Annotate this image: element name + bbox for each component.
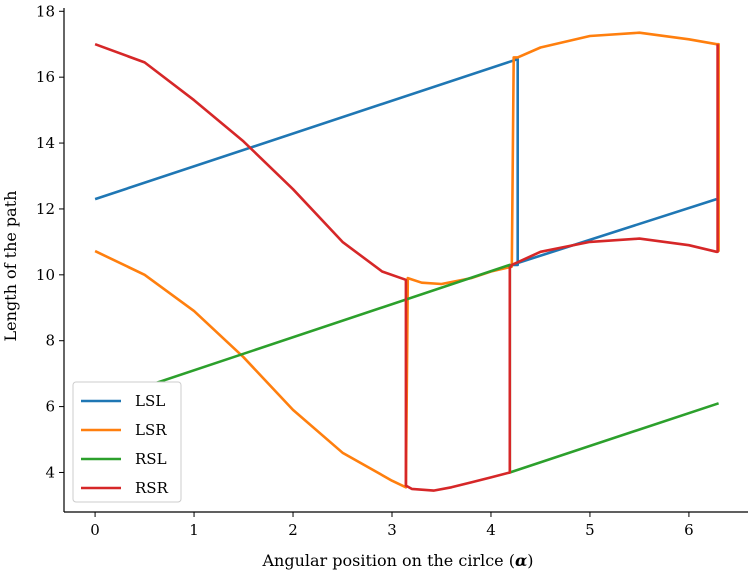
x-ticks: 0 1 2 3 4 5 6	[90, 512, 694, 539]
legend-label: LSL	[135, 392, 165, 410]
y-tick-label: 18	[36, 2, 55, 20]
y-tick-label: 4	[45, 463, 55, 481]
y-ticks: 4 6 8 10 12 14 16 18	[36, 2, 64, 481]
y-tick-label: 16	[36, 68, 55, 86]
x-tick-label: 6	[684, 521, 694, 539]
y-tick-label: 14	[36, 134, 55, 152]
legend-item-lsr: LSR	[81, 421, 167, 439]
legend-frame	[72, 381, 182, 503]
y-tick-label: 10	[36, 266, 55, 284]
x-tick-label: 2	[288, 521, 298, 539]
x-axis-label: Angular position on the cirlce (α)	[261, 551, 533, 570]
x-axis-label-close: )	[527, 551, 533, 570]
x-tick-label: 1	[189, 521, 199, 539]
legend-label: RSL	[135, 450, 167, 468]
x-tick-label: 5	[585, 521, 595, 539]
legend: LSL LSR RSL RSR	[72, 381, 182, 503]
legend-item-lsl: LSL	[81, 392, 165, 410]
y-tick-label: 8	[45, 332, 55, 350]
x-tick-label: 0	[90, 521, 100, 539]
y-tick-label: 6	[45, 398, 55, 416]
y-axis-label: Length of the path	[1, 191, 20, 342]
legend-item-rsr: RSR	[81, 479, 169, 497]
series-line-rsr	[94, 42, 719, 492]
x-tick-label: 4	[486, 521, 496, 539]
series-line-lsl	[94, 57, 717, 267]
series-lines	[94, 31, 720, 492]
y-tick-label: 12	[36, 200, 55, 218]
legend-label: RSR	[135, 479, 169, 497]
x-axis-label-symbol: α	[515, 551, 527, 570]
legend-label: LSR	[135, 421, 167, 439]
x-tick-label: 3	[387, 521, 397, 539]
legend-item-rsl: RSL	[81, 450, 167, 468]
legend-items: LSL LSR RSL RSR	[81, 392, 169, 497]
x-axis-label-text: Angular position on the cirlce (	[261, 551, 514, 570]
